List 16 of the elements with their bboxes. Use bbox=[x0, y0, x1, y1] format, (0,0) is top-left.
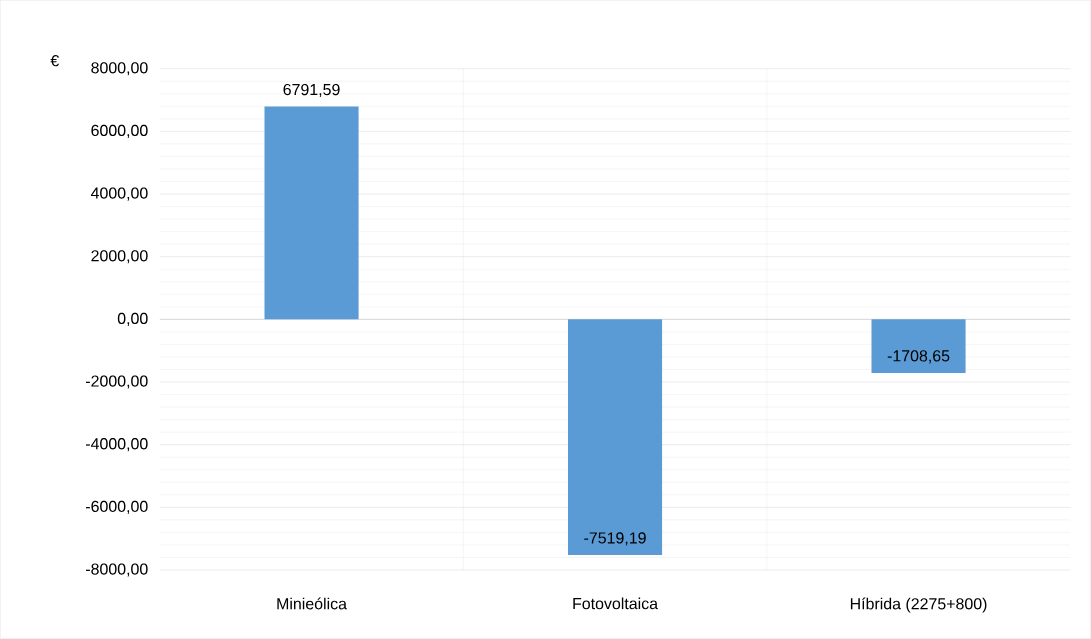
data-label: -7519,19 bbox=[584, 532, 646, 546]
y-axis-title: € bbox=[50, 55, 59, 67]
x-tick-label: Fotovoltaica bbox=[573, 597, 659, 610]
data-label: 6791,59 bbox=[283, 84, 340, 98]
y-tick-label: 4000,00 bbox=[90, 187, 148, 201]
y-tick-label: -4000,00 bbox=[86, 438, 148, 452]
x-tick-label: Minieólica bbox=[277, 597, 347, 610]
y-tick-label: 6000,00 bbox=[91, 124, 148, 139]
data-label: -1708,65 bbox=[887, 350, 950, 364]
x-tick-label: Híbrida (2275+800) bbox=[850, 597, 987, 613]
y-tick-label: -2000,00 bbox=[86, 375, 148, 389]
y-tick-label: 0,00 bbox=[117, 312, 148, 327]
y-tick-label: 2000,00 bbox=[91, 250, 148, 264]
y-tick-label: -6000,00 bbox=[86, 500, 148, 515]
y-tick-label: 8000,00 bbox=[91, 62, 148, 76]
y-tick-label: -8000,00 bbox=[86, 563, 148, 577]
